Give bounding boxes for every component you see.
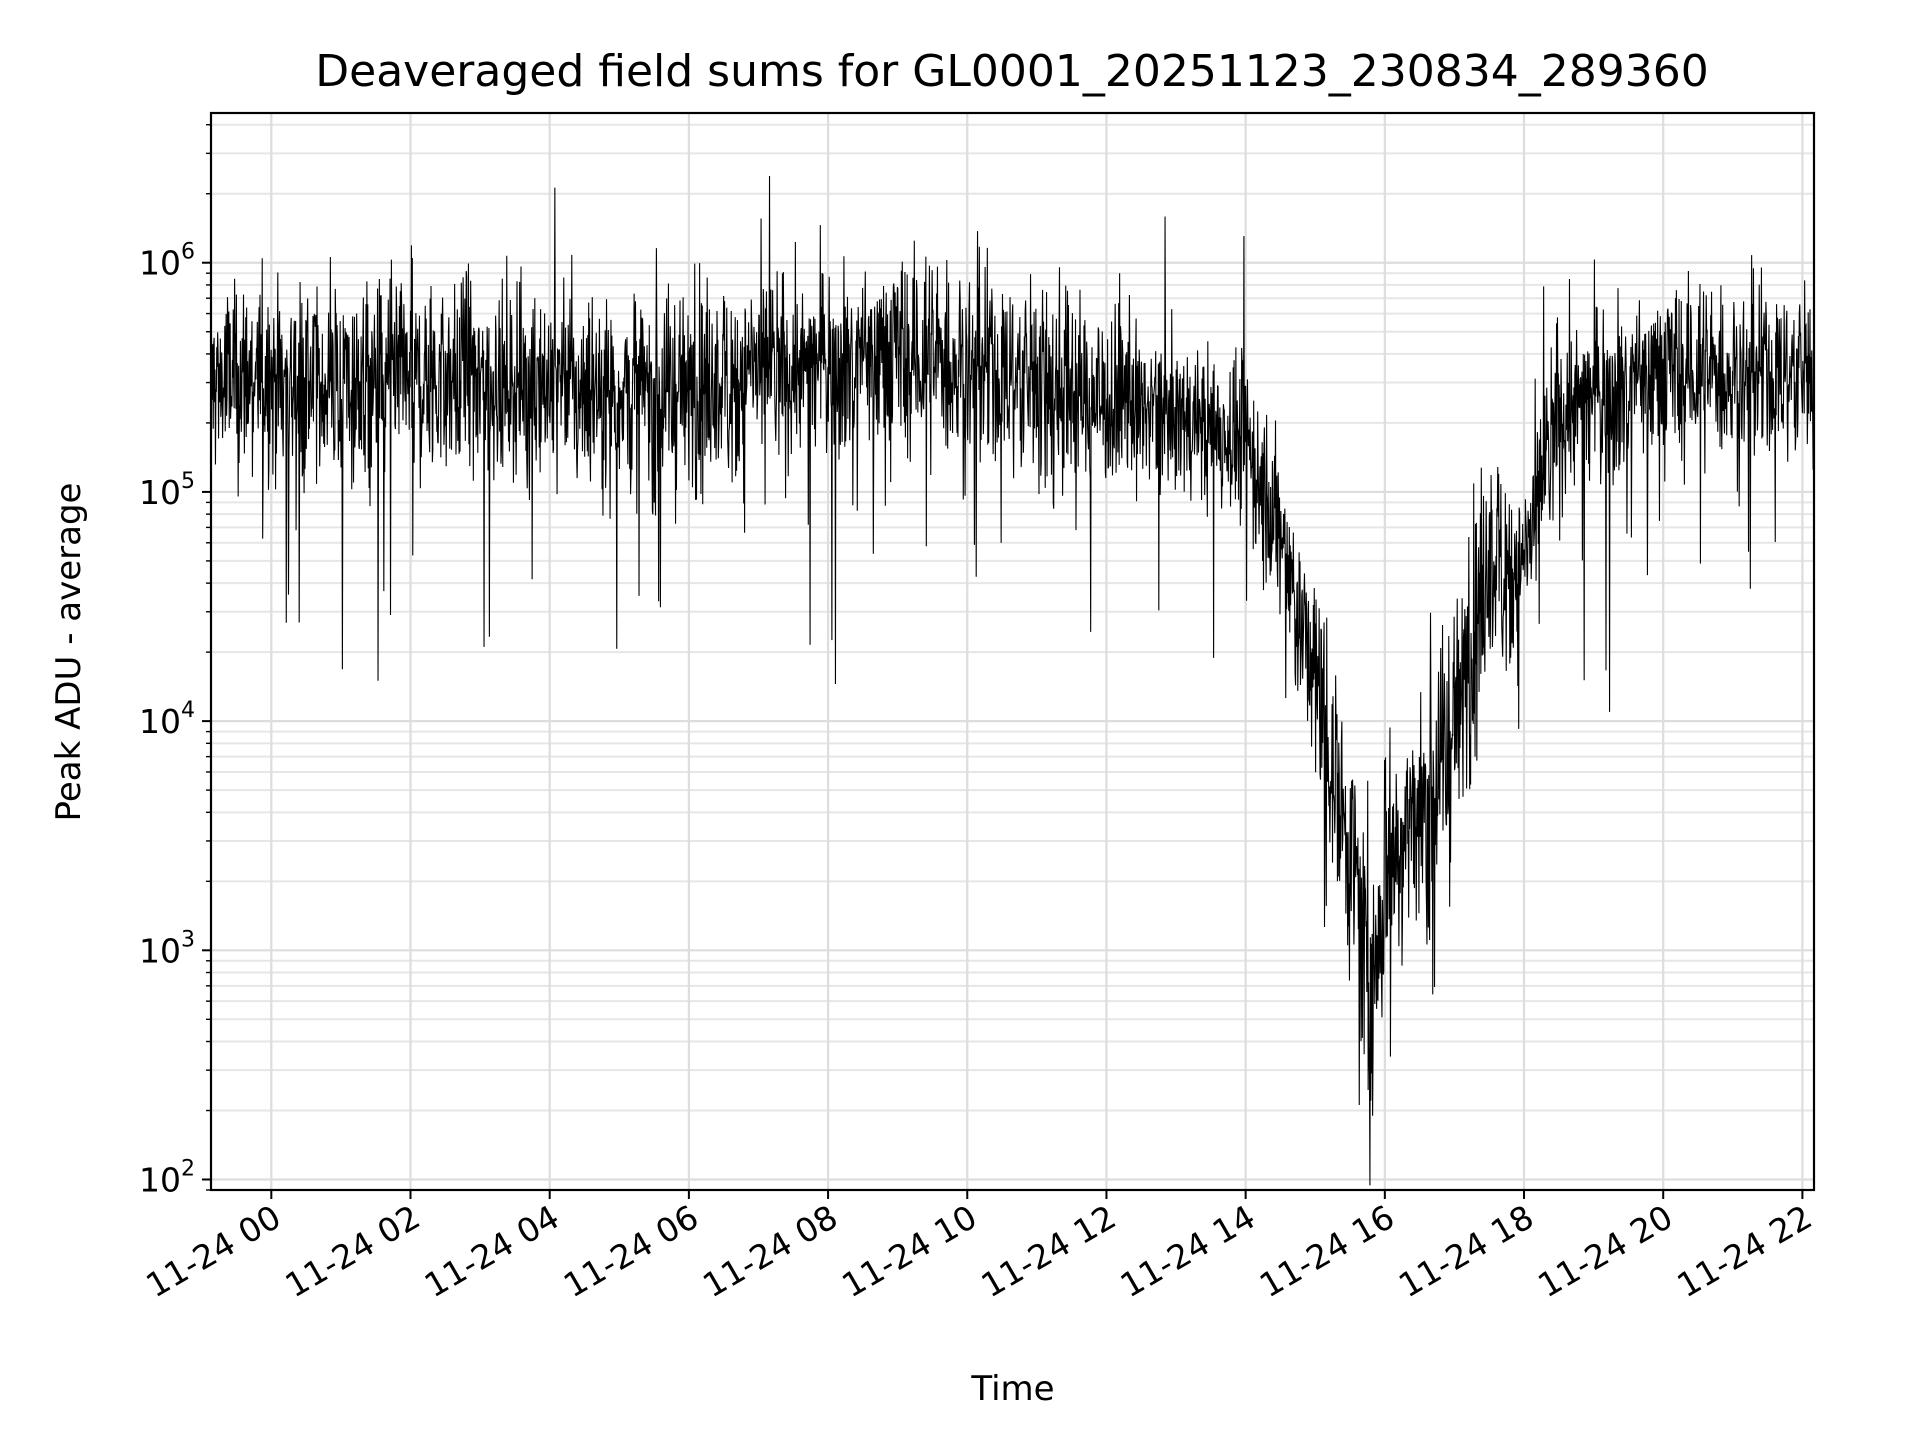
y-tick-base: 10 xyxy=(139,473,181,512)
y-tick-label: 104 xyxy=(139,698,195,741)
y-tick-exponent: 4 xyxy=(181,698,195,723)
x-axis-label: Time xyxy=(970,1369,1054,1409)
y-tick-base: 10 xyxy=(139,1161,181,1200)
y-tick-label: 102 xyxy=(139,1157,195,1200)
y-tick-exponent: 6 xyxy=(181,240,195,265)
y-tick-base: 10 xyxy=(139,702,181,741)
y-tick-exponent: 3 xyxy=(181,927,195,952)
y-tick-label: 106 xyxy=(139,240,195,283)
y-tick-exponent: 5 xyxy=(181,469,195,494)
y-tick-exponent: 2 xyxy=(181,1157,195,1182)
y-tick-base: 10 xyxy=(139,244,181,283)
y-tick-base: 10 xyxy=(139,931,181,970)
y-axis-label: Peak ADU - average xyxy=(49,483,89,822)
y-tick-label: 103 xyxy=(139,927,195,970)
series-line xyxy=(210,176,1815,1186)
y-tick-label: 105 xyxy=(139,469,195,512)
chart-title: Deaveraged field sums for GL0001_2025112… xyxy=(315,46,1708,97)
grid xyxy=(211,113,1814,1191)
